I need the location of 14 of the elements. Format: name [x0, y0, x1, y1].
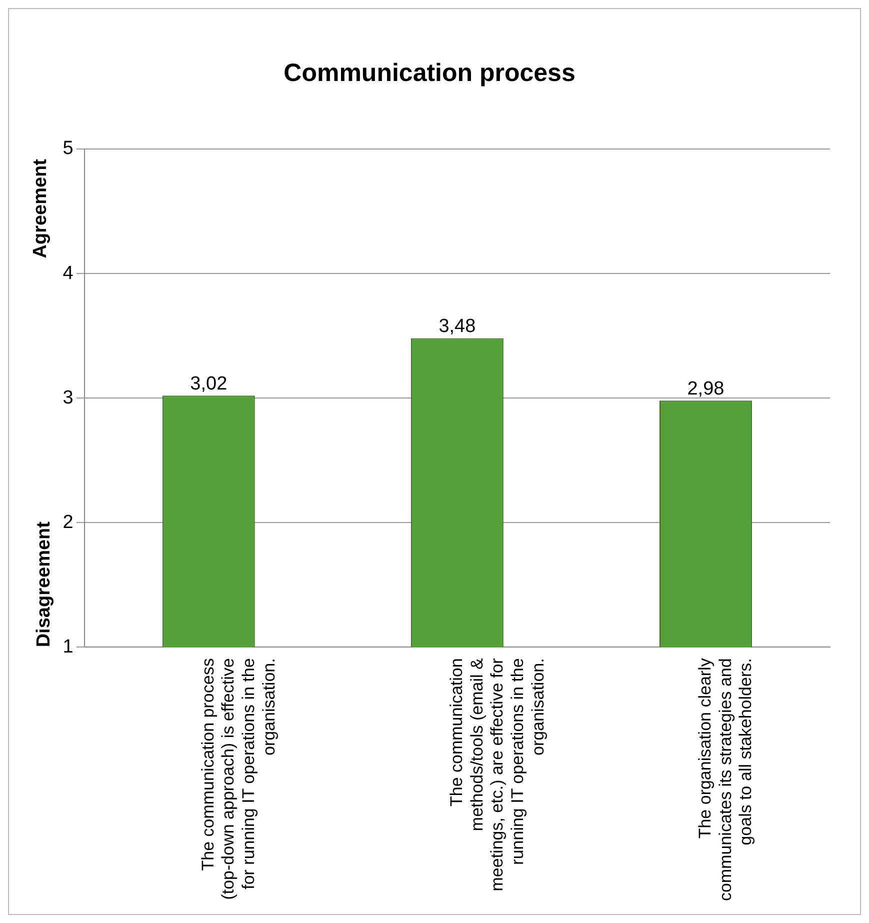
y-tick-label: 2	[62, 512, 74, 533]
y-axis-title: Disagreement	[34, 520, 55, 648]
y-tick-label: 1	[62, 636, 74, 658]
x-tick-label: The organisation clearly communicates its strategies and goals to all stakeholders.	[695, 658, 756, 902]
data-label: 3,48	[438, 316, 476, 338]
y-tick-label: 4	[62, 262, 74, 284]
chart-title: Communication process	[284, 58, 576, 87]
text: Agreement	[30, 158, 52, 258]
y-tick-label: 5	[62, 138, 74, 160]
x-tick-label: The communication process (top-down approach) is effective for running IT operations in the organisation.	[198, 658, 279, 900]
x-tick-label: The communication methods/tools (email & meetings, etc.) are effective for running IT operations in the organisation.	[446, 658, 548, 892]
data-label: 3,02	[190, 373, 228, 394]
data-label: 2,98	[687, 378, 724, 400]
y-tick-label: 3	[62, 387, 74, 408]
